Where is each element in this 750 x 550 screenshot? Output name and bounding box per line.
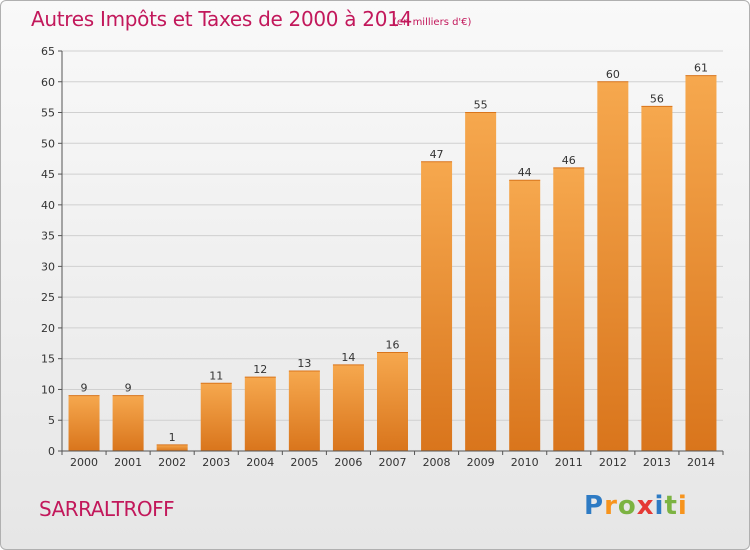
y-tick-label: 0 [48,445,55,458]
data-label: 13 [297,357,311,370]
chart-title: Autres Impôts et Taxes de 2000 à 2014 [31,7,412,31]
y-tick-label: 30 [41,260,55,273]
x-tick-label: 2011 [555,456,583,469]
bar [68,395,100,451]
logo-letter: o [617,491,637,521]
data-label: 47 [430,148,444,161]
bar [553,167,585,451]
data-label: 61 [694,62,708,75]
data-label: 11 [209,369,223,382]
x-tick-label: 2002 [158,456,186,469]
x-tick-label: 2001 [114,456,142,469]
x-tick-label: 2005 [290,456,318,469]
x-tick-label: 2008 [423,456,451,469]
bar [244,377,276,451]
proxiti-logo[interactable]: Proxiti [584,491,688,521]
x-tick-label: 2007 [379,456,407,469]
data-label: 44 [518,166,532,179]
x-tick-label: 2009 [467,456,495,469]
y-tick-label: 50 [41,137,55,150]
bar [597,81,629,452]
x-tick-label: 2006 [334,456,362,469]
bar [332,364,364,451]
data-label: 56 [650,92,664,105]
y-tick-label: 15 [41,353,55,366]
x-tick-label: 2013 [643,456,671,469]
bar [685,75,717,451]
y-tick-label: 35 [41,230,55,243]
data-label: 12 [253,363,267,376]
data-label: 60 [606,68,620,81]
data-label: 9 [81,382,88,395]
y-tick-label: 20 [41,322,55,335]
logo-letter: i [654,491,665,521]
bar [509,180,541,451]
x-tick-label: 2003 [202,456,230,469]
city-name: SARRALTROFF [39,497,175,521]
x-tick-label: 2014 [687,456,715,469]
logo-letter: i [677,491,688,521]
y-tick-label: 55 [41,107,55,120]
y-tick-label: 25 [41,291,55,304]
bar [421,161,453,451]
data-label: 14 [341,351,355,364]
x-tick-label: 2000 [70,456,98,469]
bar [641,106,673,451]
y-tick-label: 60 [41,76,55,89]
y-tick-label: 40 [41,199,55,212]
y-tick-label: 10 [41,383,55,396]
x-tick-label: 2012 [599,456,627,469]
data-label: 16 [386,339,400,352]
logo-letter: t [664,491,678,521]
data-label: 46 [562,154,576,167]
data-label: 1 [169,431,176,444]
bar [156,444,188,451]
bar [112,395,144,451]
data-label: 9 [125,382,132,395]
y-tick-label: 5 [48,414,55,427]
data-label: 55 [474,99,488,112]
y-tick-label: 45 [41,168,55,181]
logo-letter: x [636,491,655,521]
axes: 0 5 10 15 20 25 30 35 40 45 50 55 60 65 2000 2001 2002 20… [41,45,724,469]
bar [465,112,497,452]
logo-letter: P [584,491,605,521]
logo-letter: r [604,491,618,521]
bar [377,352,408,451]
chart-subtitle: (en milliers d'€) [393,17,472,28]
bar [200,383,232,451]
y-tick-label: 65 [41,45,55,58]
x-tick-label: 2004 [246,456,274,469]
bar [288,371,320,451]
x-tick-label: 2010 [511,456,539,469]
